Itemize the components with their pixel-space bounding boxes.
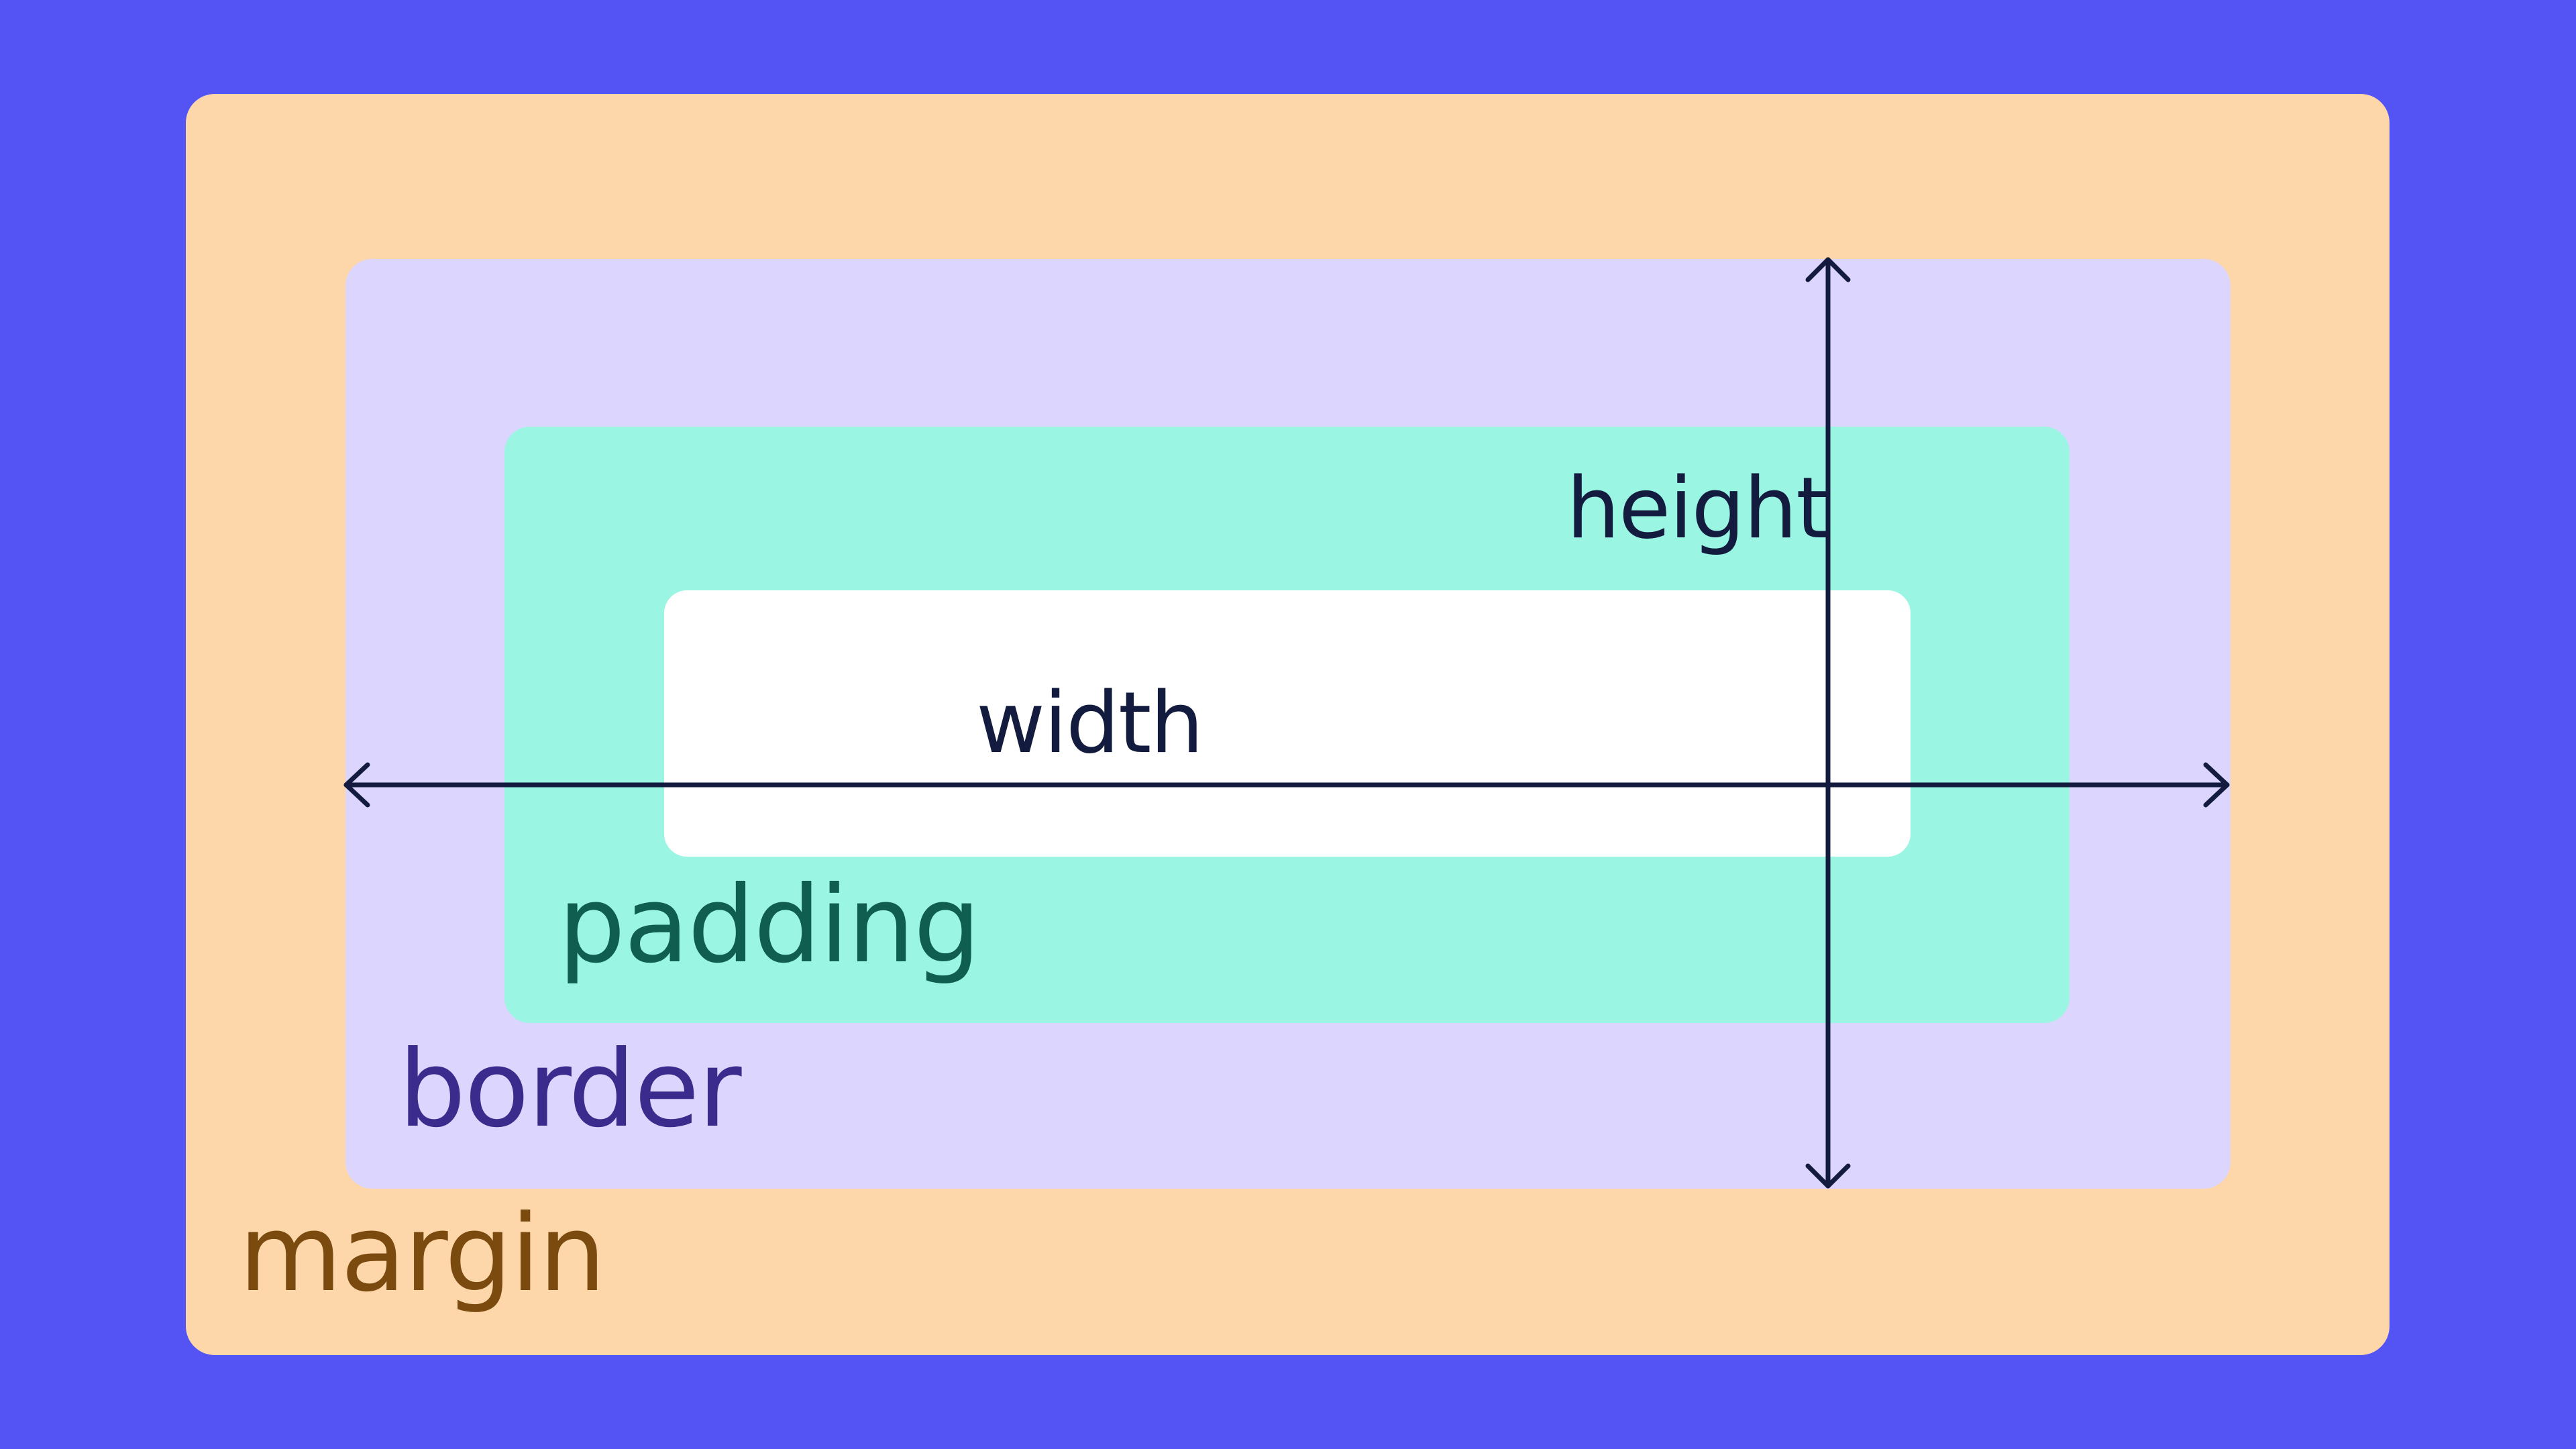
margin-label: margin <box>239 1192 606 1316</box>
height-arrow <box>1805 257 1851 1189</box>
padding-label: padding <box>558 863 981 987</box>
height-label: height <box>1566 459 1829 557</box>
width-arrow <box>343 762 2230 808</box>
border-label: border <box>398 1028 742 1151</box>
width-arrow-left-head <box>343 762 370 808</box>
width-arrow-right-head <box>2203 762 2230 808</box>
height-arrow-top-head <box>1805 257 1851 282</box>
content-box <box>664 590 1911 857</box>
height-arrow-bottom-head <box>1805 1163 1851 1189</box>
width-label: width <box>976 674 1203 772</box>
